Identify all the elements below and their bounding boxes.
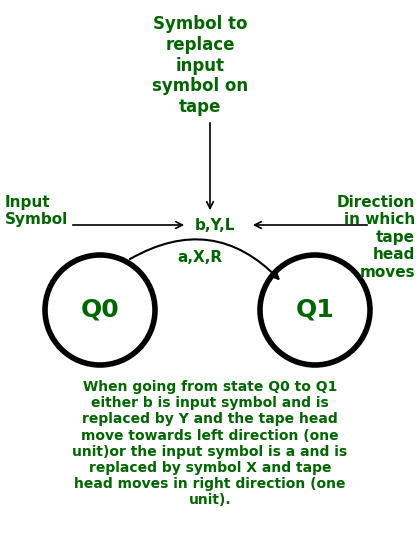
Text: b,Y,L: b,Y,L: [195, 218, 235, 233]
Text: a,X,R: a,X,R: [177, 250, 223, 265]
Text: Direction
in which
tape
head
moves: Direction in which tape head moves: [336, 195, 415, 280]
Text: Q1: Q1: [296, 298, 334, 322]
Text: Input
Symbol: Input Symbol: [5, 195, 68, 227]
Text: Q0: Q0: [81, 298, 119, 322]
Text: Symbol to
replace
input
symbol on
tape: Symbol to replace input symbol on tape: [152, 15, 248, 116]
Text: When going from state Q0 to Q1
either b is input symbol and is
replaced by Y and: When going from state Q0 to Q1 either b …: [72, 380, 348, 507]
